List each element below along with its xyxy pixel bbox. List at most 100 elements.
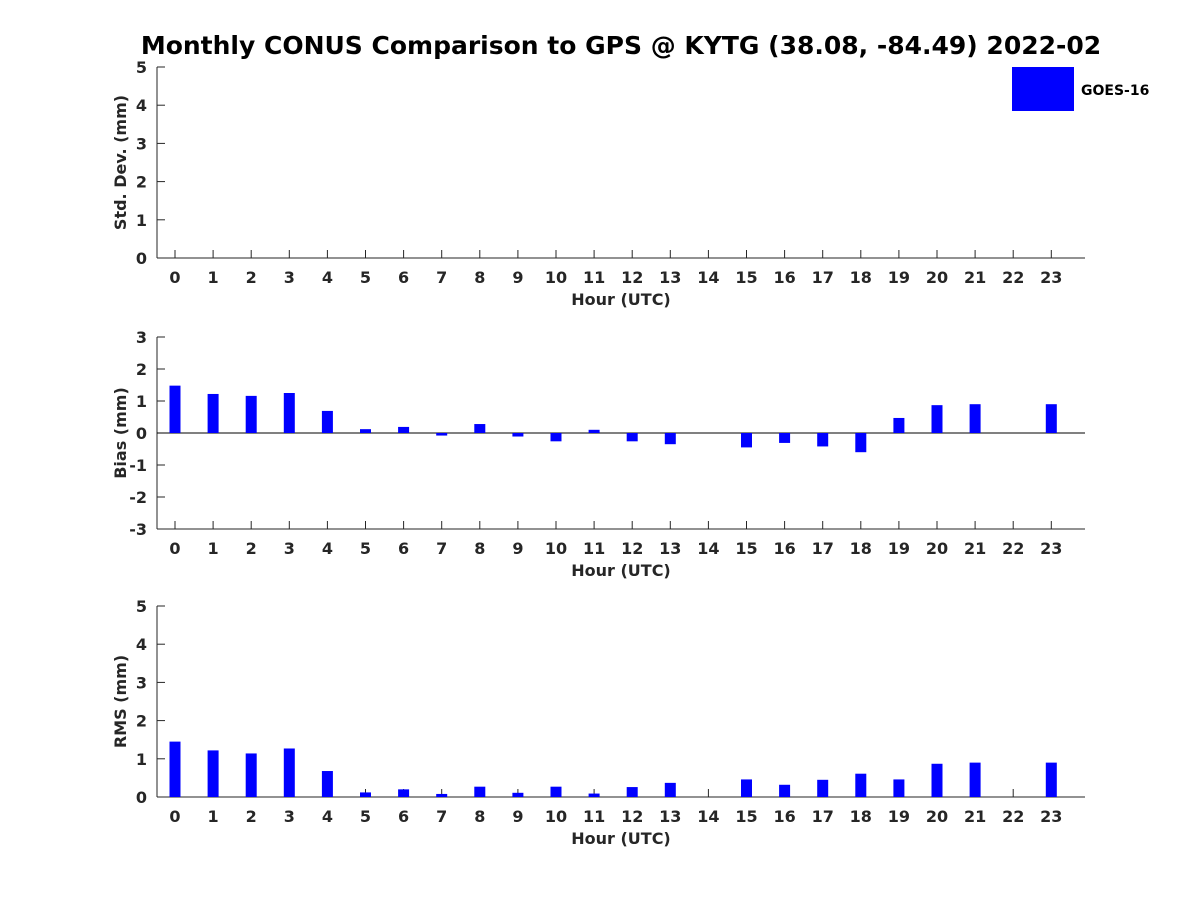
bar-hour-3 — [283, 748, 295, 797]
bar-hour-5 — [360, 429, 371, 433]
x-tick-label: 14 — [697, 807, 719, 826]
bar-hour-23 — [1045, 762, 1057, 797]
bar-hour-9 — [512, 433, 524, 437]
x-tick-label: 10 — [545, 539, 567, 558]
x-tick-label: 20 — [926, 807, 948, 826]
x-tick-label: 3 — [284, 268, 295, 287]
x-tick-label: 7 — [436, 268, 447, 287]
x-tick-label: 10 — [545, 268, 567, 287]
bar-hour-0 — [169, 741, 181, 797]
bar-hour-4 — [321, 771, 333, 797]
x-tick-label: 22 — [1002, 268, 1024, 287]
y-tick-label: -2 — [129, 488, 147, 507]
x-tick-label: 2 — [246, 807, 257, 826]
y-tick-label: 4 — [136, 635, 147, 654]
bar-hour-17 — [817, 779, 829, 797]
bar-hour-10 — [550, 786, 562, 797]
x-tick-label: 20 — [926, 539, 948, 558]
x-tick-label: 16 — [773, 807, 795, 826]
bar-hour-8 — [474, 786, 486, 797]
bar-hour-12 — [626, 787, 638, 797]
x-tick-label: 9 — [512, 268, 523, 287]
x-tick-label: 18 — [850, 268, 872, 287]
x-tick-label: 5 — [360, 539, 371, 558]
x-tick-label: 8 — [474, 539, 485, 558]
x-tick-label: 17 — [812, 539, 834, 558]
bar-hour-21 — [969, 762, 981, 797]
x-tick-label: 15 — [735, 268, 757, 287]
x-tick-label: 17 — [812, 807, 834, 826]
bar-hour-0 — [169, 385, 181, 433]
y-tick-label: 2 — [136, 173, 147, 192]
x-tick-label: 13 — [659, 807, 681, 826]
bar-hour-17 — [817, 433, 829, 447]
y-tick-label: 1 — [136, 211, 147, 230]
y-tick-label: -1 — [129, 456, 147, 475]
bar-hour-13 — [664, 782, 676, 797]
x-axis-label: Hour (UTC) — [571, 829, 671, 848]
x-tick-label: 17 — [812, 268, 834, 287]
bar-hour-19 — [893, 417, 905, 433]
x-tick-label: 23 — [1040, 539, 1062, 558]
bar-hour-11 — [588, 429, 600, 433]
x-tick-label: 10 — [545, 807, 567, 826]
bar-hour-12 — [626, 433, 638, 442]
x-tick-label: 9 — [512, 539, 523, 558]
bar-hour-2 — [245, 753, 257, 797]
bar-hour-10 — [550, 433, 562, 442]
y-tick-label: 3 — [136, 328, 147, 347]
y-tick-label: 2 — [136, 360, 147, 379]
x-tick-label: 21 — [964, 807, 986, 826]
y-tick-label: 1 — [136, 392, 147, 411]
x-tick-label: 22 — [1002, 807, 1024, 826]
bar-hour-15 — [741, 433, 752, 448]
figure-title: Monthly CONUS Comparison to GPS @ KYTG (… — [141, 31, 1101, 60]
x-tick-label: 11 — [583, 539, 605, 558]
x-tick-label: 19 — [888, 807, 910, 826]
x-tick-label: 21 — [964, 268, 986, 287]
x-tick-label: 23 — [1040, 268, 1062, 287]
y-tick-label: 1 — [136, 750, 147, 769]
x-tick-label: 2 — [246, 539, 257, 558]
x-tick-label: 12 — [621, 268, 643, 287]
bar-hour-1 — [207, 393, 219, 433]
x-tick-label: 13 — [659, 539, 681, 558]
y-tick-label: 5 — [136, 58, 147, 77]
bar-hour-19 — [893, 779, 905, 797]
bar-hour-7 — [436, 793, 448, 797]
y-axis-label: Std. Dev. (mm) — [111, 95, 130, 230]
bar-hour-18 — [855, 433, 867, 453]
x-tick-label: 12 — [621, 807, 643, 826]
legend-label: GOES-16 — [1081, 83, 1149, 99]
y-axis-label: Bias (mm) — [111, 387, 130, 479]
y-tick-label: 0 — [136, 788, 147, 807]
x-tick-label: 1 — [208, 539, 219, 558]
bar-hour-18 — [855, 773, 867, 797]
bar-hour-5 — [360, 792, 371, 797]
y-tick-label: 0 — [136, 424, 147, 443]
y-tick-label: 3 — [136, 673, 147, 692]
x-tick-label: 7 — [436, 807, 447, 826]
x-tick-label: 4 — [322, 268, 333, 287]
x-tick-label: 16 — [773, 268, 795, 287]
x-tick-label: 18 — [850, 807, 872, 826]
x-tick-label: 15 — [735, 539, 757, 558]
x-tick-label: 18 — [850, 539, 872, 558]
x-tick-label: 21 — [964, 539, 986, 558]
y-tick-label: 3 — [136, 134, 147, 153]
bar-hour-11 — [588, 793, 600, 797]
bar-hour-16 — [779, 433, 791, 443]
x-tick-label: 9 — [512, 807, 523, 826]
bar-hour-6 — [398, 789, 410, 797]
x-tick-label: 6 — [398, 268, 409, 287]
x-tick-label: 3 — [284, 807, 295, 826]
bar-hour-21 — [969, 404, 981, 433]
x-tick-label: 4 — [322, 807, 333, 826]
x-tick-label: 23 — [1040, 807, 1062, 826]
x-tick-label: 13 — [659, 268, 681, 287]
